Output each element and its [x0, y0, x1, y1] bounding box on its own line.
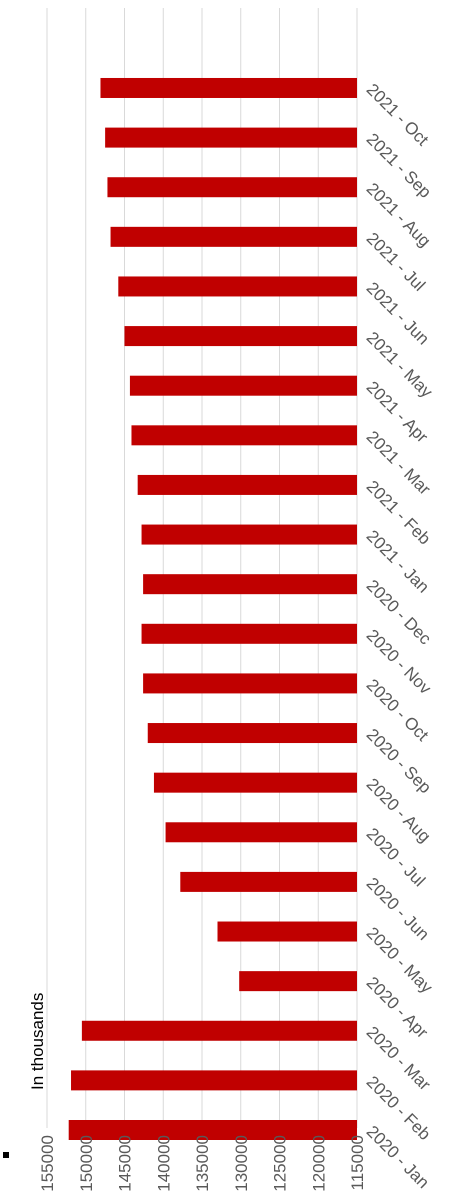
value-tick-label: 115000	[348, 1135, 367, 1190]
bar	[105, 127, 357, 148]
bar	[129, 375, 357, 396]
bar	[141, 524, 357, 545]
value-axis-ticks: 115000 120000 125000 130000 135000 140000 1450…	[38, 1135, 367, 1192]
bar	[141, 623, 357, 644]
gridlines	[46, 8, 358, 1128]
bar	[153, 772, 357, 793]
value-tick-label: 125000	[271, 1135, 290, 1192]
bar	[100, 77, 357, 98]
bar	[107, 177, 357, 198]
bar	[147, 723, 357, 744]
bar	[131, 425, 357, 446]
value-tick-label: 140000	[154, 1135, 173, 1192]
bar	[137, 474, 357, 495]
bar	[124, 326, 357, 347]
bar	[143, 673, 357, 694]
bar	[118, 276, 357, 297]
bar	[217, 921, 357, 942]
bar	[71, 1070, 358, 1091]
value-tick-label: 155000	[38, 1135, 57, 1192]
value-tick-label: 145000	[116, 1135, 135, 1192]
value-tick-label: 150000	[77, 1135, 96, 1192]
bar	[239, 971, 357, 992]
bar	[143, 574, 357, 595]
bar	[81, 1020, 357, 1041]
bar	[68, 1120, 357, 1140]
bar	[180, 871, 357, 892]
value-tick-label: 120000	[309, 1135, 328, 1192]
bar	[110, 226, 357, 247]
value-tick-label: 135000	[193, 1135, 212, 1192]
legend-marker	[3, 1152, 9, 1158]
units-annotation: In thousands	[28, 993, 47, 1090]
bar	[165, 822, 357, 843]
value-tick-label: 130000	[232, 1135, 251, 1192]
bars	[68, 77, 358, 1140]
